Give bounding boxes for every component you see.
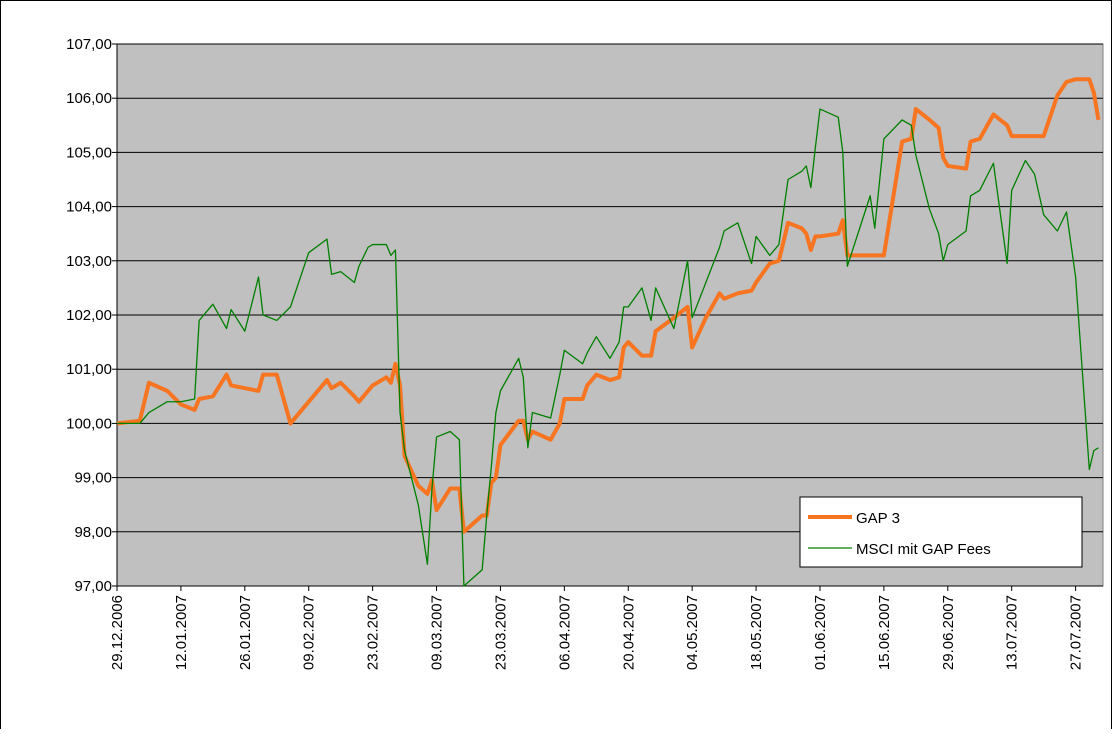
y-tick-label: 103,00 xyxy=(66,253,112,270)
x-tick-label: 01.06.2007 xyxy=(812,595,829,670)
x-tick-label: 29.06.2007 xyxy=(940,595,957,670)
x-tick-label: 09.03.2007 xyxy=(429,595,446,670)
y-tick-label: 107,00 xyxy=(66,36,112,53)
legend-box xyxy=(799,496,1083,568)
x-tick-label: 18.05.2007 xyxy=(748,595,765,670)
x-tick-label: 23.02.2007 xyxy=(365,595,382,670)
y-tick-label: 104,00 xyxy=(66,199,112,216)
legend-label: MSCI mit GAP Fees xyxy=(856,541,991,558)
x-tick-label: 13.07.2007 xyxy=(1004,595,1021,670)
y-tick-label: 101,00 xyxy=(66,361,112,378)
y-tick-label: 98,00 xyxy=(74,524,112,541)
y-tick-label: 102,00 xyxy=(66,307,112,324)
y-tick-label: 99,00 xyxy=(74,470,112,487)
y-tick-label: 97,00 xyxy=(74,578,112,595)
x-tick-label: 15.06.2007 xyxy=(876,595,893,670)
series-line xyxy=(116,77,1101,534)
x-tick-label: 06.04.2007 xyxy=(556,595,573,670)
x-tick-label: 27.07.2007 xyxy=(1068,595,1085,670)
series-line xyxy=(117,108,1099,587)
y-tick-label: 100,00 xyxy=(66,415,112,432)
y-tick-label: 105,00 xyxy=(66,144,112,161)
x-tick-label: 09.02.2007 xyxy=(301,595,318,670)
legend-label: GAP 3 xyxy=(856,510,900,527)
y-tick-label: 106,00 xyxy=(66,90,112,107)
x-tick-label: 20.04.2007 xyxy=(620,595,637,670)
x-tick-label: 23.03.2007 xyxy=(492,595,509,670)
x-tick-label: 04.05.2007 xyxy=(684,595,701,670)
x-tick-label: 29.12.2006 xyxy=(109,595,126,670)
x-tick-label: 12.01.2007 xyxy=(173,595,190,670)
x-tick-label: 26.01.2007 xyxy=(237,595,254,670)
